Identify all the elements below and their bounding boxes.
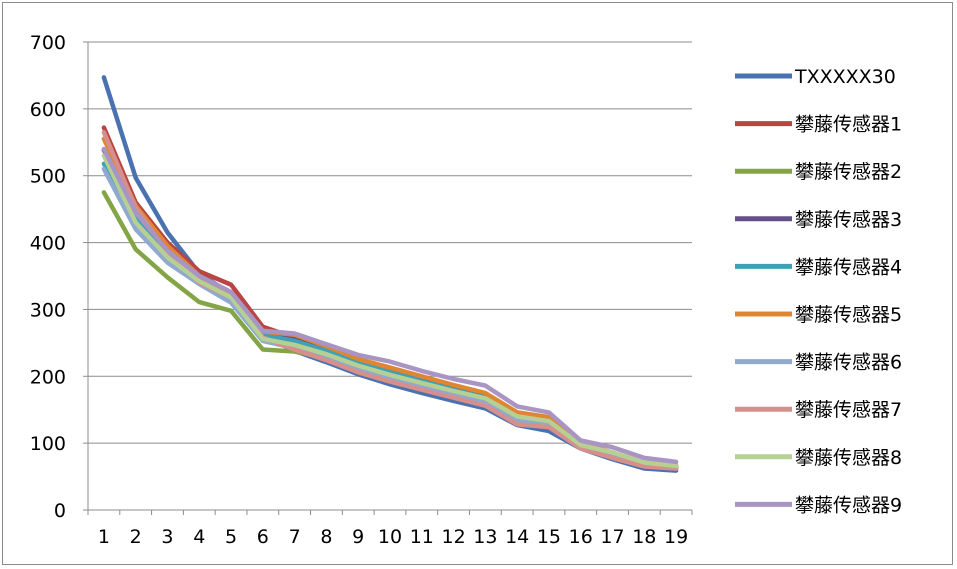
legend-label: 攀藤传感器3 xyxy=(795,209,902,231)
x-tick-label: 13 xyxy=(473,526,497,548)
x-tick-label: 1 xyxy=(98,526,110,548)
x-tick-label: 3 xyxy=(161,526,173,548)
series-line-10 xyxy=(101,146,679,465)
axes xyxy=(83,41,693,515)
x-tick-label: 12 xyxy=(441,526,465,548)
legend-label: 攀藤传感器2 xyxy=(795,161,902,183)
series-line-5 xyxy=(101,161,679,470)
series-line-3 xyxy=(101,190,679,471)
y-tick-label: 400 xyxy=(30,233,66,255)
y-tick-label: 500 xyxy=(30,166,66,188)
legend-label: 攀藤传感器1 xyxy=(795,114,902,136)
x-tick-label: 17 xyxy=(600,526,624,548)
legend-label: 攀藤传感器7 xyxy=(795,399,902,421)
legend-label: 攀藤传感器9 xyxy=(795,494,902,516)
x-tick-label: 8 xyxy=(320,526,332,548)
series-line-4 xyxy=(101,148,679,469)
legend-label: 攀藤传感器5 xyxy=(795,304,902,326)
series-line-6 xyxy=(101,136,679,468)
x-tick-label: 15 xyxy=(537,526,561,548)
y-tick-label: 200 xyxy=(30,366,66,388)
x-tick-label: 2 xyxy=(130,526,142,548)
y-tick-label: 700 xyxy=(30,32,66,54)
y-tick-label: 100 xyxy=(30,433,66,455)
y-tick-label: 0 xyxy=(54,500,66,522)
y-tick-label: 300 xyxy=(30,299,66,321)
x-tick-label: 4 xyxy=(193,526,205,548)
x-tick-label: 16 xyxy=(569,526,593,548)
series-line-9 xyxy=(101,153,679,469)
x-tick-label: 11 xyxy=(410,526,434,548)
legend-label: 攀藤传感器6 xyxy=(795,352,902,374)
x-tick-label: 18 xyxy=(632,526,656,548)
legend: TXXXXX30 攀藤传感器1 攀藤传感器2 攀藤传感器3 攀藤传感器4 攀藤传感器5 攀藤… xyxy=(735,66,902,516)
x-tick-label: 7 xyxy=(289,526,301,548)
x-tick-label: 10 xyxy=(378,526,402,548)
y-tick-label: 600 xyxy=(30,99,66,121)
series-lines xyxy=(101,75,679,473)
x-tick-label: 14 xyxy=(505,526,529,548)
x-tick-label: 6 xyxy=(257,526,269,548)
x-tick-label: 19 xyxy=(664,526,688,548)
series-line-7 xyxy=(101,166,679,471)
legend-label: 攀藤传感器8 xyxy=(795,447,902,469)
x-tick-label: 5 xyxy=(225,526,237,548)
x-tick-label: 9 xyxy=(352,526,364,548)
series-line-8 xyxy=(101,130,679,471)
x-axis-tick-labels: 1 2 3 4 5 6 7 8 9 10 11 12 13 14 15 16 17 18 19 xyxy=(98,526,688,548)
legend-label: TXXXXX30 xyxy=(794,66,896,88)
y-axis-tick-labels: 0 100 200 300 400 500 600 700 xyxy=(30,32,66,522)
legend-label: 攀藤传感器4 xyxy=(795,256,902,278)
